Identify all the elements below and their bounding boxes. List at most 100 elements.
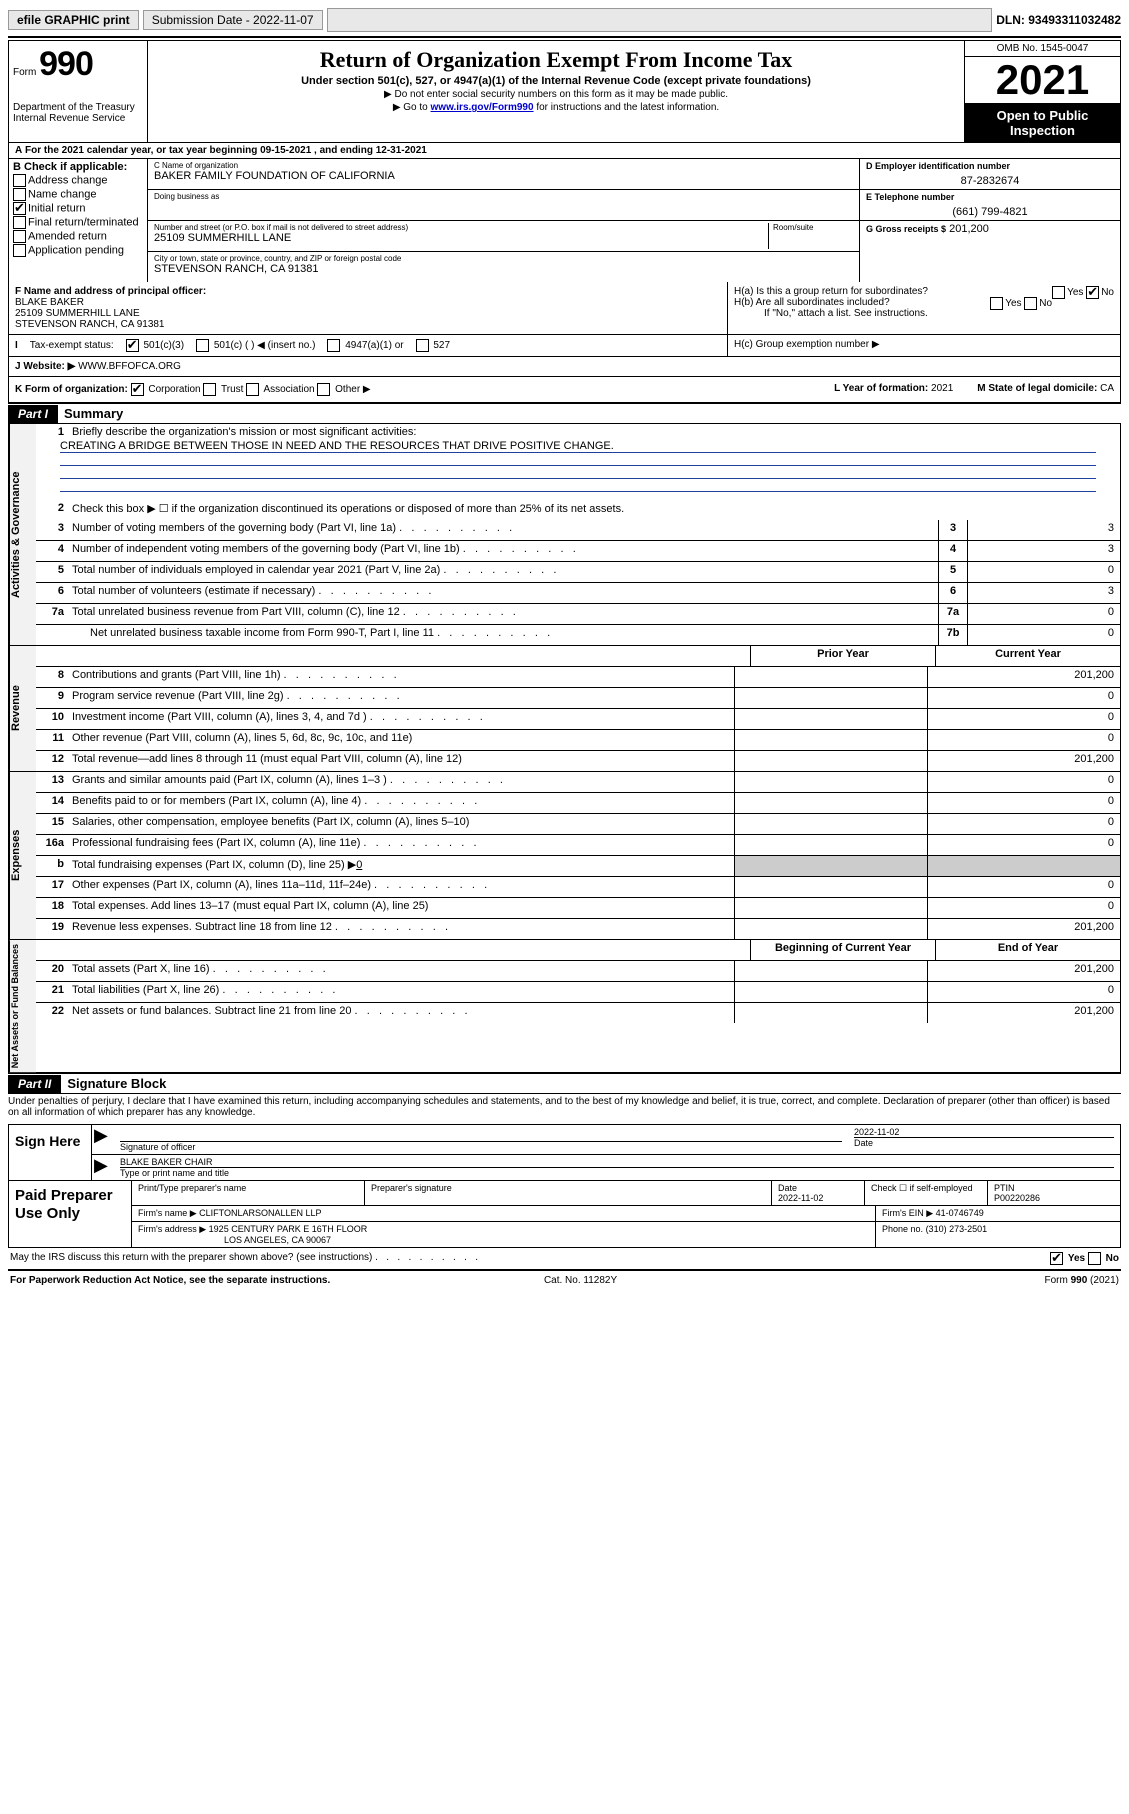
val-4: 3 (967, 541, 1120, 561)
cb-final-return[interactable]: Final return/terminated (13, 216, 143, 229)
line-20: Total assets (Part X, line 16) (68, 961, 734, 981)
row-j: J Website: ▶ WWW.BFFOFCA.ORG (8, 357, 1121, 377)
form990-link[interactable]: www.irs.gov/Form990 (431, 102, 534, 113)
line-6: Total number of volunteers (estimate if … (68, 583, 938, 603)
val-10: 0 (927, 709, 1120, 729)
section-activities-governance: Activities & Governance 1 Briefly descri… (8, 424, 1121, 646)
check-self-employed[interactable]: Check ☐ if self-employed (865, 1181, 988, 1205)
dba-label: Doing business as (154, 192, 853, 201)
line-7a: Total unrelated business revenue from Pa… (68, 604, 938, 624)
form-title: Return of Organization Exempt From Incom… (156, 47, 956, 73)
pra-notice: For Paperwork Reduction Act Notice, see … (10, 1275, 330, 1286)
sig-name-title: BLAKE BAKER CHAIR (120, 1157, 1114, 1168)
discuss-row: May the IRS discuss this return with the… (8, 1248, 1121, 1271)
val-21: 0 (927, 982, 1120, 1002)
section-revenue: Revenue Prior Year Current Year 8Contrib… (8, 646, 1121, 772)
line-a-text: For the 2021 calendar year, or tax year … (25, 145, 427, 156)
line-3: Number of voting members of the governin… (68, 520, 938, 540)
cb-4947[interactable]: 4947(a)(1) or (327, 339, 403, 352)
perjury-statement: Under penalties of perjury, I declare th… (8, 1094, 1121, 1120)
val-19: 201,200 (927, 919, 1120, 939)
b-label: B Check if applicable: (13, 161, 143, 173)
sign-here-label: Sign Here (9, 1125, 92, 1180)
cb-name-change[interactable]: Name change (13, 188, 143, 201)
cat-no: Cat. No. 11282Y (544, 1275, 617, 1286)
part-ii-header: Part II (8, 1075, 61, 1093)
j-label: Website: ▶ (23, 361, 75, 372)
cb-501c[interactable]: 501(c) ( ) ◀ (insert no.) (196, 339, 315, 352)
val-7a: 0 (967, 604, 1120, 624)
val-9: 0 (927, 688, 1120, 708)
prep-date: 2022-11-02 (778, 1193, 823, 1203)
val-22: 201,200 (927, 1003, 1120, 1023)
cb-other[interactable] (317, 383, 330, 396)
cb-corp[interactable] (131, 383, 144, 396)
sig-date-label: Date (854, 1138, 873, 1148)
sig-officer-label: Signature of officer (120, 1142, 195, 1152)
cb-application-pending[interactable]: Application pending (13, 244, 143, 257)
firm-name: CLIFTONLARSONALLEN LLP (199, 1208, 321, 1218)
f-label: F Name and address of principal officer: (15, 286, 206, 297)
row-klm: K Form of organization: Corporation Trus… (8, 377, 1121, 403)
efile-print-button[interactable]: efile GRAPHIC print (8, 10, 139, 30)
line-14: Benefits paid to or for members (Part IX… (68, 793, 734, 813)
line-13: Grants and similar amounts paid (Part IX… (68, 772, 734, 792)
section-c-org: C Name of organization BAKER FAMILY FOUN… (148, 159, 860, 282)
ein-value: 87-2832674 (866, 171, 1114, 187)
line-19: Revenue less expenses. Subtract line 18 … (68, 919, 734, 939)
cb-501c3[interactable]: 501(c)(3) (126, 339, 184, 352)
tab-revenue: Revenue (9, 646, 36, 771)
e-phone-label: E Telephone number (866, 192, 1114, 202)
type-name-label: Type or print name and title (120, 1168, 229, 1178)
val-14: 0 (927, 793, 1120, 813)
firm-phone: (310) 273-2501 (926, 1224, 988, 1234)
tab-activities-governance: Activities & Governance (9, 424, 36, 645)
i-label: Tax-exempt status: (30, 340, 114, 351)
line-8: Contributions and grants (Part VIII, lin… (68, 667, 734, 687)
cb-discuss-no[interactable] (1088, 1252, 1101, 1265)
val-18: 0 (927, 898, 1120, 918)
hdr-current-year: Current Year (935, 646, 1120, 666)
section-expenses: Expenses 13Grants and similar amounts pa… (8, 772, 1121, 940)
hdr-prior-year: Prior Year (750, 646, 935, 666)
part-ii-title: Signature Block (61, 1074, 172, 1093)
cb-trust[interactable] (203, 383, 216, 396)
line-21: Total liabilities (Part X, line 26) (68, 982, 734, 1002)
val-8: 201,200 (927, 667, 1120, 687)
h-b-note: If "No," attach a list. See instructions… (734, 308, 1114, 319)
val-16a: 0 (927, 835, 1120, 855)
firm-ein-label: Firm's EIN ▶ (882, 1208, 933, 1218)
cb-527[interactable]: 527 (416, 339, 450, 352)
cb-amended[interactable]: Amended return (13, 230, 143, 243)
cb-address-change[interactable]: Address change (13, 174, 143, 187)
line-2: Check this box ▶ ☐ if the organization d… (68, 500, 1120, 520)
officer-name: BLAKE BAKER (15, 297, 84, 308)
officer-city: STEVENSON RANCH, CA 91381 (15, 319, 165, 330)
arrow-icon: ▶ (92, 1155, 114, 1180)
val-15: 0 (927, 814, 1120, 834)
part-ii-bar: Part II Signature Block (8, 1073, 1121, 1094)
street-label: Number and street (or P.O. box if mail i… (154, 223, 768, 232)
firm-name-label: Firm's name ▶ (138, 1208, 197, 1218)
line-7b: Net unrelated business taxable income fr… (68, 625, 938, 645)
l-value: 2021 (931, 383, 953, 394)
firm-ein: 41-0746749 (936, 1208, 984, 1218)
part-i-title: Summary (58, 404, 129, 423)
line-17: Other expenses (Part IX, column (A), lin… (68, 877, 734, 897)
cb-discuss-yes[interactable] (1050, 1252, 1063, 1265)
topbar: efile GRAPHIC print Submission Date - 20… (8, 8, 1121, 32)
cb-initial-return[interactable]: Initial return (13, 202, 143, 215)
discuss-text: May the IRS discuss this return with the… (10, 1252, 478, 1265)
val-20: 201,200 (927, 961, 1120, 981)
val-11: 0 (927, 730, 1120, 750)
cb-assoc[interactable] (246, 383, 259, 396)
hdr-begin-year: Beginning of Current Year (750, 940, 935, 960)
org-street: 25109 SUMMERHILL LANE (154, 232, 768, 244)
page-footer: For Paperwork Reduction Act Notice, see … (8, 1271, 1121, 1290)
sig-date-value: 2022-11-02 (854, 1127, 1114, 1138)
line-11: Other revenue (Part VIII, column (A), li… (68, 730, 734, 750)
submission-date: Submission Date - 2022-11-07 (143, 10, 323, 30)
room-label: Room/suite (773, 223, 853, 232)
tab-net-assets: Net Assets or Fund Balances (9, 940, 36, 1072)
hdr-end-year: End of Year (935, 940, 1120, 960)
